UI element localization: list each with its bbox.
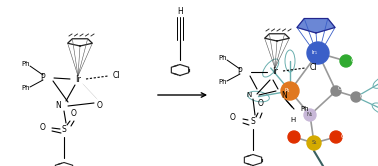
Text: N: N <box>281 91 287 100</box>
Text: P: P <box>41 74 45 83</box>
Text: H: H <box>290 117 296 123</box>
Text: Ir₁: Ir₁ <box>312 49 318 54</box>
Text: O: O <box>40 123 46 131</box>
Text: Ph: Ph <box>301 106 309 112</box>
Polygon shape <box>297 19 335 33</box>
Circle shape <box>307 136 321 150</box>
Circle shape <box>331 86 341 96</box>
Text: O: O <box>71 109 77 118</box>
Text: N: N <box>246 92 252 98</box>
Text: O: O <box>230 114 236 123</box>
Text: O: O <box>97 100 103 110</box>
Text: Cl: Cl <box>309 64 317 73</box>
Text: P: P <box>238 68 242 77</box>
Polygon shape <box>82 83 98 100</box>
Text: C₁: C₁ <box>338 85 344 90</box>
Text: Ir: Ir <box>272 68 278 77</box>
Text: O₁: O₁ <box>341 134 347 139</box>
Circle shape <box>307 42 329 64</box>
Text: H: H <box>177 7 183 16</box>
Circle shape <box>351 92 361 102</box>
Text: Cl: Cl <box>112 72 120 81</box>
Circle shape <box>340 55 352 67</box>
Text: Ph: Ph <box>22 85 30 91</box>
Text: Ph: Ph <box>22 61 30 67</box>
Text: O: O <box>258 99 264 109</box>
Text: Ph: Ph <box>219 55 227 61</box>
Text: Ir: Ir <box>75 76 81 84</box>
Text: N: N <box>55 100 61 110</box>
Text: N₁: N₁ <box>307 113 313 118</box>
Circle shape <box>330 131 342 143</box>
Text: Cl₁: Cl₁ <box>350 57 358 63</box>
Circle shape <box>288 131 300 143</box>
Text: P₁: P₁ <box>284 87 290 92</box>
Text: S: S <box>251 118 256 126</box>
Text: S: S <box>62 125 67 134</box>
Text: O₂: O₂ <box>282 134 288 139</box>
Text: S₁: S₁ <box>311 140 317 146</box>
Text: C₂: C₂ <box>360 94 366 99</box>
Circle shape <box>281 82 299 100</box>
Circle shape <box>304 109 316 121</box>
Text: Ph: Ph <box>219 79 227 85</box>
